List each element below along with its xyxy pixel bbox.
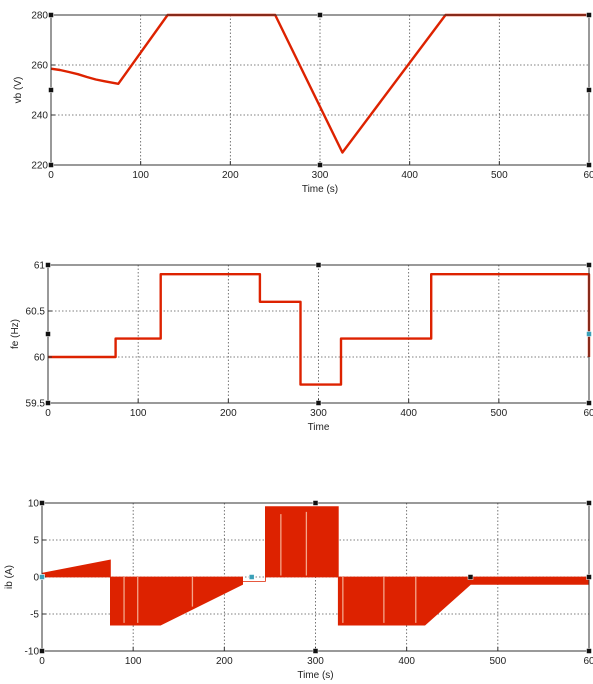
vb-x-axis-label: Time (s) bbox=[302, 184, 338, 195]
ib-x-tick-label: 300 bbox=[307, 656, 324, 667]
ib-x-tick-label: 100 bbox=[125, 656, 142, 667]
fe-x-axis-label: Time bbox=[308, 422, 330, 433]
vb-y-tick-label: 260 bbox=[31, 61, 48, 72]
ib-frame-handle[interactable] bbox=[39, 648, 45, 654]
ib-x-axis-label: Time (s) bbox=[297, 670, 333, 681]
ib-frame-handle[interactable] bbox=[586, 648, 592, 654]
vb-x-tick-label: 300 bbox=[312, 170, 329, 181]
ib-frame-handle[interactable] bbox=[586, 574, 592, 580]
ib-frame-handle[interactable] bbox=[39, 500, 45, 506]
fe-y-tick-label: 60 bbox=[34, 353, 46, 364]
fe-x-tick-label: 500 bbox=[490, 408, 507, 419]
ib-chart: 0 100 200 300 400 500 60 -10 -5 0 5 10 Time (s) ib (A… bbox=[4, 499, 593, 682]
ib-x-tick-label: 400 bbox=[398, 656, 415, 667]
vb-series-line bbox=[50, 13, 589, 154]
vb-x-tick-label: 60 bbox=[583, 170, 593, 181]
vb-frame-handle[interactable] bbox=[48, 162, 54, 168]
ib-frame-handle[interactable] bbox=[586, 500, 592, 506]
ib-frame-handle[interactable] bbox=[312, 648, 319, 654]
vb-x-tick-label: 100 bbox=[132, 170, 149, 181]
vb-x-tick-label: 400 bbox=[401, 170, 418, 181]
vb-frame-handle[interactable] bbox=[586, 12, 592, 18]
fe-plot-area bbox=[48, 265, 589, 403]
fe-chart: 0 100 200 300 400 500 60 59.5 60 60.5 61 Time fe (Hz… bbox=[10, 261, 593, 434]
fe-frame-handle[interactable] bbox=[45, 400, 51, 406]
ib-data-marker[interactable] bbox=[248, 574, 255, 580]
fe-y-tick-label: 61 bbox=[34, 261, 46, 272]
ib-y-axis-label: ib (A) bbox=[4, 565, 15, 589]
ib-data-marker[interactable] bbox=[467, 574, 474, 580]
fe-x-tick-label: 200 bbox=[220, 408, 237, 419]
vb-frame-handle[interactable] bbox=[317, 12, 323, 18]
vb-y-tick-label: 220 bbox=[31, 161, 48, 172]
ib-y-tick-label: 0 bbox=[33, 573, 39, 584]
fe-y-tick-label: 59.5 bbox=[26, 399, 46, 410]
fe-frame-handle[interactable] bbox=[586, 400, 592, 406]
fe-x-tick-label: 100 bbox=[130, 408, 147, 419]
fe-y-axis-label: fe (Hz) bbox=[10, 319, 21, 349]
fe-y-tick-label: 60.5 bbox=[26, 307, 46, 318]
fe-x-tick-label: 300 bbox=[310, 408, 327, 419]
fe-x-tick-label: 400 bbox=[400, 408, 417, 419]
fe-frame-handle[interactable] bbox=[586, 262, 592, 268]
fe-x-tick-label: 0 bbox=[45, 408, 51, 419]
vb-x-tick-label: 200 bbox=[222, 170, 239, 181]
ib-y-tick-label: 10 bbox=[28, 499, 40, 510]
fe-x-tick-label: 60 bbox=[583, 408, 593, 419]
fe-frame-handle[interactable] bbox=[315, 400, 322, 406]
ib-y-tick-label: -5 bbox=[30, 610, 39, 621]
ib-y-tick-label: -10 bbox=[25, 647, 40, 658]
vb-x-tick-label: 500 bbox=[491, 170, 508, 181]
vb-frame-handle[interactable] bbox=[586, 162, 592, 168]
vb-y-tick-label: 280 bbox=[31, 11, 48, 22]
vb-y-tick-label: 240 bbox=[31, 111, 48, 122]
ib-x-tick-label: 200 bbox=[216, 656, 233, 667]
vb-y-axis-label: vb (V) bbox=[13, 77, 24, 104]
fe-series-line bbox=[48, 273, 591, 386]
vb-frame-handle[interactable] bbox=[48, 87, 54, 93]
fe-frame-handle[interactable] bbox=[315, 262, 322, 268]
fe-frame-handle[interactable] bbox=[586, 331, 592, 337]
fe-frame-handle[interactable] bbox=[45, 331, 51, 337]
fe-frame-handle[interactable] bbox=[45, 262, 51, 268]
ib-x-tick-label: 60 bbox=[583, 656, 593, 667]
ib-x-tick-label: 0 bbox=[39, 656, 45, 667]
ib-frame-handle[interactable] bbox=[312, 500, 319, 506]
ib-x-tick-label: 500 bbox=[489, 656, 506, 667]
vb-chart: 0 100 200 300 400 500 60 220 240 260 280 Time (s) vb… bbox=[13, 11, 593, 196]
ib-data-marker[interactable] bbox=[39, 574, 45, 580]
ib-envelope bbox=[41, 506, 590, 626]
vb-frame-handle[interactable] bbox=[586, 87, 592, 93]
vb-frame-handle[interactable] bbox=[317, 162, 323, 168]
vb-frame-handle[interactable] bbox=[48, 12, 54, 18]
vb-x-tick-label: 0 bbox=[48, 170, 54, 181]
ib-y-tick-label: 5 bbox=[33, 536, 39, 547]
